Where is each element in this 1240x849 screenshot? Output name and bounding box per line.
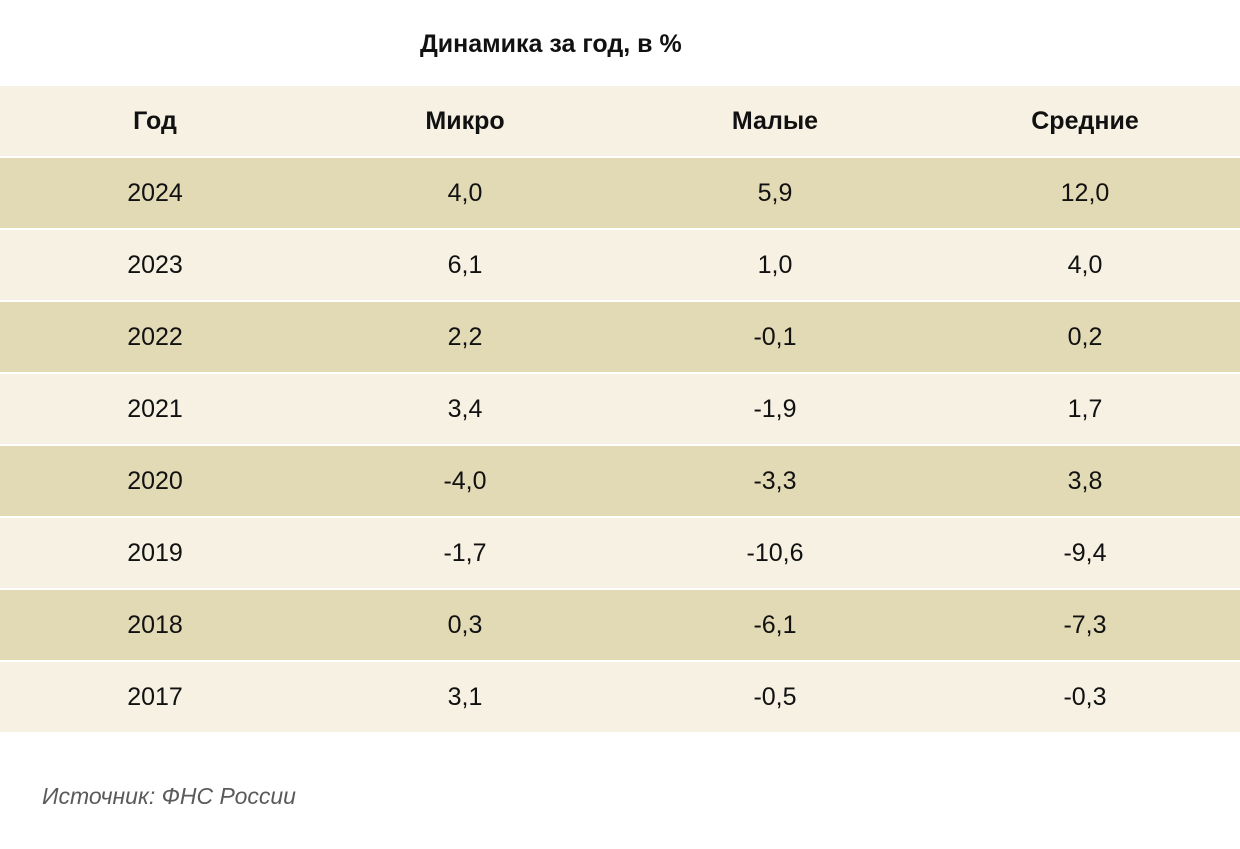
cell-medium: -7,3 xyxy=(1063,611,1107,639)
table-title: Динамика за год, в % xyxy=(420,30,682,58)
cell-medium: 1,7 xyxy=(1067,395,1103,423)
cell-small: -0,5 xyxy=(753,683,797,711)
cell-small: -3,3 xyxy=(753,467,797,495)
cell-year: 2017 xyxy=(127,683,183,711)
cell-micro: 0,3 xyxy=(447,611,483,639)
cell-micro: 3,4 xyxy=(447,395,483,423)
cell-year: 2023 xyxy=(127,251,183,279)
table-row: 2020 -4,0 -3,3 3,8 xyxy=(0,446,1240,516)
cell-medium: 12,0 xyxy=(1060,179,1110,207)
cell-micro: -4,0 xyxy=(443,467,487,495)
cell-year: 2024 xyxy=(127,179,183,207)
cell-small: 5,9 xyxy=(757,179,793,207)
cell-small: -6,1 xyxy=(753,611,797,639)
cell-small: -1,9 xyxy=(753,395,797,423)
cell-micro: 3,1 xyxy=(447,683,483,711)
cell-year: 2022 xyxy=(127,323,183,351)
data-table: Год Микро Малые Средние 2024 4,0 5,9 12,0 20… xyxy=(0,86,1240,734)
cell-small: 1,0 xyxy=(757,251,793,279)
source-note: Источник: ФНС России xyxy=(42,783,296,809)
cell-medium: -0,3 xyxy=(1063,683,1107,711)
column-header-year: Год xyxy=(133,107,177,135)
table-row: 2017 3,1 -0,5 -0,3 xyxy=(0,662,1240,732)
table-row: 2019 -1,7 -10,6 -9,4 xyxy=(0,518,1240,588)
cell-year: 2020 xyxy=(127,467,183,495)
table-row: 2023 6,1 1,0 4,0 xyxy=(0,230,1240,300)
cell-year: 2019 xyxy=(127,539,183,567)
cell-small: -10,6 xyxy=(746,539,804,567)
cell-medium: 0,2 xyxy=(1067,323,1103,351)
cell-micro: -1,7 xyxy=(443,539,487,567)
cell-micro: 2,2 xyxy=(447,323,483,351)
table-row: 2018 0,3 -6,1 -7,3 xyxy=(0,590,1240,660)
cell-micro: 6,1 xyxy=(447,251,483,279)
cell-year: 2021 xyxy=(127,395,183,423)
column-header-micro: Микро xyxy=(425,107,505,135)
table-body: 2024 4,0 5,9 12,0 2023 6,1 1,0 4,0 2022 2,2 -0,1 0,… xyxy=(0,158,1240,732)
table-header-row: Год Микро Малые Средние xyxy=(0,86,1240,156)
table-row: 2024 4,0 5,9 12,0 xyxy=(0,158,1240,228)
cell-medium: -9,4 xyxy=(1063,539,1107,567)
cell-small: -0,1 xyxy=(753,323,797,351)
column-header-medium: Средние xyxy=(1031,107,1139,135)
column-header-small: Малые xyxy=(731,107,819,135)
table-row: 2022 2,2 -0,1 0,2 xyxy=(0,302,1240,372)
cell-micro: 4,0 xyxy=(447,179,483,207)
cell-year: 2018 xyxy=(127,611,183,639)
cell-medium: 3,8 xyxy=(1067,467,1103,495)
cell-medium: 4,0 xyxy=(1067,251,1103,279)
table-row: 2021 3,4 -1,9 1,7 xyxy=(0,374,1240,444)
